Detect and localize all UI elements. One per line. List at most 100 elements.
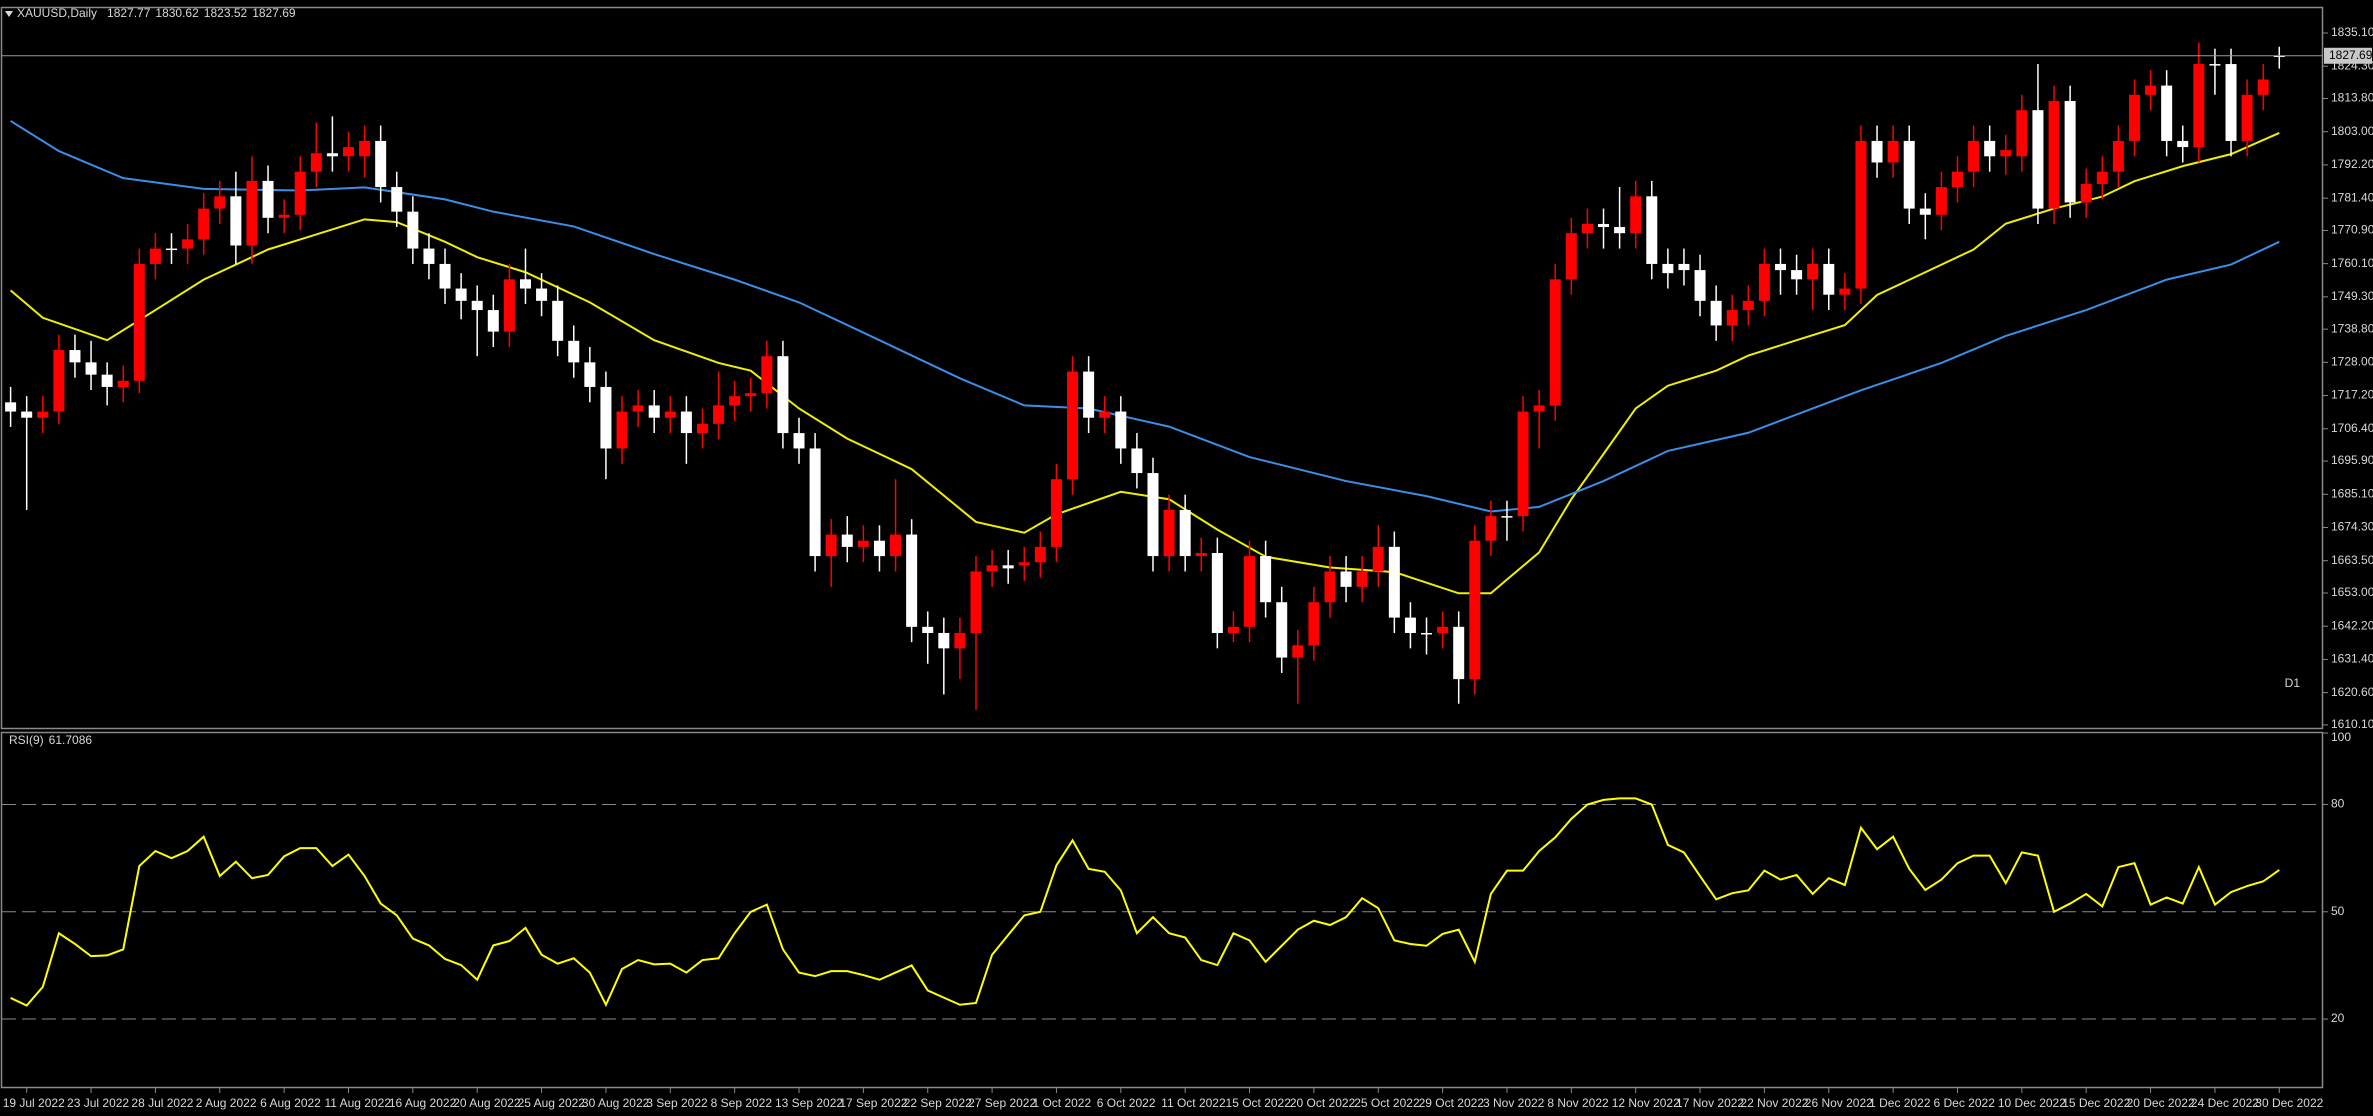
candle-body (1501, 516, 1513, 518)
candle-body (1308, 602, 1320, 646)
candle-body (1662, 263, 1674, 274)
x-tick-label: 17 Nov 2022 (1676, 1096, 1744, 1110)
candle-body (1984, 140, 1996, 157)
candle-body (1598, 223, 1610, 228)
candle-body (166, 248, 177, 251)
candle-body (2257, 79, 2269, 95)
candle-body (1260, 556, 1272, 603)
candle-body (391, 187, 403, 212)
candle-body (2161, 85, 2173, 141)
candle-body (53, 350, 65, 412)
chart-header: XAUUSD,Daily 1827.77 1830.62 1823.52 1827.69 (17, 6, 296, 20)
candle-body (1565, 233, 1577, 280)
x-tick-label: 3 Nov 2022 (1483, 1096, 1545, 1110)
candle-body (2032, 110, 2044, 209)
x-tick-label: 6 Oct 2022 (1097, 1096, 1156, 1110)
candle-body (1002, 565, 1014, 569)
x-tick-label: 11 Oct 2022 (1161, 1096, 1226, 1110)
x-tick-label: 2 Aug 2022 (196, 1096, 257, 1110)
collapse-arrow[interactable] (5, 11, 13, 17)
candle-body (793, 433, 805, 449)
rsi-line (10, 797, 2280, 1008)
x-tick-label: 20 Oct 2022 (1290, 1096, 1356, 1110)
candle-body (21, 411, 33, 418)
candle-body (1678, 263, 1690, 271)
candle-body (841, 534, 853, 547)
candle-body (1533, 405, 1545, 412)
candle-body (262, 180, 274, 218)
candle-body (922, 626, 934, 633)
candle-body (1469, 540, 1481, 680)
candle-body (471, 300, 483, 311)
last-price-label: 1827.69 (2329, 48, 2373, 62)
x-tick-label: 11 Aug 2022 (324, 1096, 391, 1110)
y-tick-label: 1792.20 (2331, 157, 2373, 171)
candle-body (632, 405, 644, 412)
candle-body (1758, 263, 1770, 301)
candle-body (986, 565, 998, 572)
candle-body (1646, 196, 1658, 264)
y-tick-label: 1674.30 (2331, 520, 2373, 534)
candle-body (101, 374, 113, 387)
x-tick-label: 15 Dec 2022 (2062, 1096, 2130, 1110)
candle-body (1517, 411, 1529, 517)
candle-body (2016, 110, 2028, 157)
candle-body (536, 288, 548, 301)
candle-body (278, 214, 290, 218)
candle-body (2080, 183, 2092, 203)
candle-body (2193, 64, 2205, 148)
x-tick-label: 24 Dec 2022 (2191, 1096, 2259, 1110)
x-tick-label: 6 Dec 2022 (1933, 1096, 1995, 1110)
candle-body (777, 356, 789, 434)
candle-body (648, 405, 660, 418)
candle-body (713, 405, 725, 424)
candle-body (1630, 196, 1642, 234)
candle-body (214, 196, 226, 209)
y-tick-label: 50 (2331, 904, 2345, 918)
candle-body (85, 362, 97, 375)
candle-body (1163, 509, 1175, 557)
x-tick-label: 10 Dec 2022 (1998, 1096, 2066, 1110)
candle-body (584, 362, 596, 387)
x-tick-label: 30 Aug 2022 (582, 1096, 650, 1110)
candle-body (439, 263, 451, 289)
candle-body (487, 310, 499, 332)
x-tick-label: 20 Dec 2022 (2127, 1096, 2195, 1110)
candle-body (1694, 270, 1706, 301)
close-price: 1827.69 (252, 6, 296, 20)
candle-body (1404, 617, 1416, 633)
x-tick-label: 8 Sep 2022 (711, 1096, 773, 1110)
y-tick-label: 1631.40 (2331, 652, 2373, 666)
moving-average (9, 132, 2280, 595)
candle-body (375, 140, 387, 188)
candle-body (2209, 64, 2221, 66)
x-tick-label: 22 Nov 2022 (1740, 1096, 1808, 1110)
x-tick-label: 25 Oct 2022 (1354, 1096, 1420, 1110)
x-tick-label: 20 Aug 2022 (453, 1096, 521, 1110)
candle-body (1131, 448, 1143, 474)
x-tick-label: 28 Jul 2022 (131, 1096, 193, 1110)
candle-body (2273, 55, 2285, 58)
candle-body (825, 534, 837, 557)
candle-body (1839, 288, 1851, 295)
candle-body (1919, 208, 1931, 215)
x-tick-label: 30 Dec 2022 (2255, 1096, 2323, 1110)
y-tick-label: 1770.90 (2331, 223, 2373, 237)
candle-body (1807, 263, 1819, 280)
candle-body (1453, 626, 1465, 680)
rsi-title: RSI(9) (9, 733, 44, 747)
candle-body (455, 288, 467, 301)
x-tick-label: 3 Sep 2022 (646, 1096, 708, 1110)
candle-body (37, 411, 49, 418)
candle-body (1099, 411, 1111, 418)
candle-body (294, 171, 306, 215)
candle-body (696, 423, 708, 434)
candle-body (600, 386, 612, 449)
candle-body (1614, 227, 1626, 234)
candle-body (1324, 571, 1336, 603)
x-tick-label: 17 Sep 2022 (839, 1096, 907, 1110)
candle-body (1034, 546, 1046, 563)
candle-body (1742, 300, 1754, 311)
